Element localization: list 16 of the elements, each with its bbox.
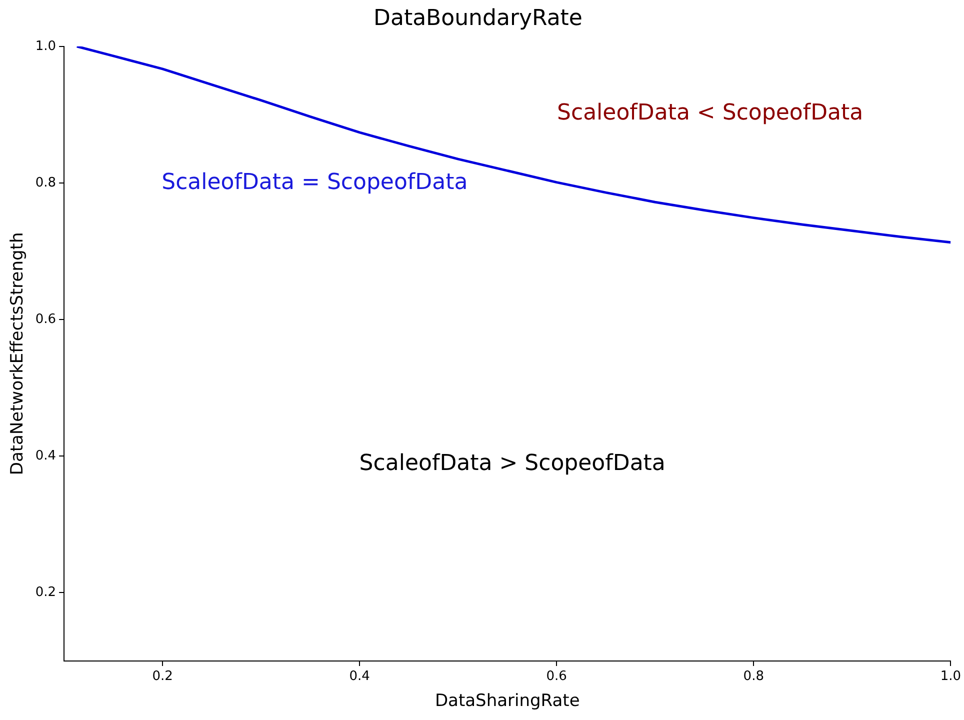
y-tick-label: 0.4 [35,448,56,464]
x-axis-title: DataSharingRate [434,691,580,712]
y-tick-label: 0.8 [35,175,56,190]
y-axis-title: DataNetworkEffectsStrength [8,232,28,476]
annotation: ScaleofData > ScopeofData [359,451,666,476]
annotation: ScaleofData < ScopeofData [557,100,864,126]
chart-title: DataBoundaryRate [374,6,582,31]
y-tick-label: 1.0 [35,38,56,54]
y-tick-label: 0.6 [35,312,56,327]
x-tick-label: 0.4 [349,669,370,684]
y-tick-label: 0.2 [35,585,56,600]
annotation: ScaleofData = ScopeofData [162,170,468,196]
x-tick-label: 0.6 [546,669,567,684]
x-tick-label: 0.8 [743,669,764,684]
x-tick-label: 1.0 [940,669,962,684]
x-tick-label: 0.2 [152,669,173,684]
